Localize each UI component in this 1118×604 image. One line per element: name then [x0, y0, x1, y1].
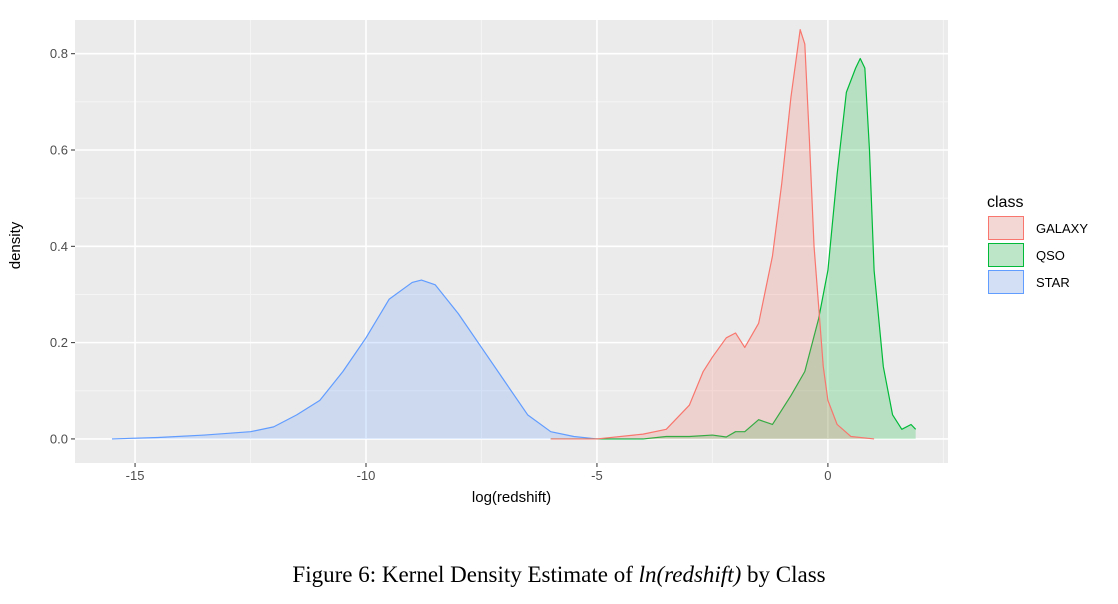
- density-chart: -15 -10 -5 0 0.00.20.40.60.8 log(redshift) …: [7, 20, 1088, 506]
- figure-caption: Figure 6: Kernel Density Estimate of ln(…: [0, 562, 1118, 588]
- legend-key-qso: [988, 243, 1024, 267]
- density-series: [111, 29, 917, 440]
- y-tick-label: 0.6: [50, 143, 68, 158]
- star-density-line: [111, 279, 644, 440]
- legend-key-galaxy: [988, 216, 1024, 240]
- caption-emphasis: ln(redshift): [638, 562, 742, 587]
- x-tick-label: -5: [591, 468, 603, 483]
- major-gridlines: [75, 20, 948, 463]
- x-tick-label: -15: [126, 468, 145, 483]
- legend-title: class: [987, 194, 1023, 211]
- legend-key-star: [988, 270, 1024, 294]
- legend-key-bg: [988, 243, 1024, 267]
- galaxy-density-line: [550, 29, 875, 440]
- y-tick-label: 0.8: [50, 46, 68, 61]
- legend-items: GALAXY QSO STAR: [988, 216, 1088, 294]
- y-axis-title: density: [7, 221, 24, 269]
- plot-panel: [75, 20, 948, 463]
- caption-prefix: Figure 6: Kernel Density Estimate of: [292, 562, 639, 587]
- legend: class GALAXY QSO STAR: [987, 194, 1088, 294]
- x-tick-label: 0: [824, 468, 831, 483]
- y-tick-label: 0.0: [50, 431, 68, 446]
- caption-suffix: by Class: [741, 562, 826, 587]
- legend-key-bg: [988, 216, 1024, 240]
- x-axis-title: log(redshift): [472, 489, 551, 506]
- y-axis: 0.0 0.2 0.4 0.6 0.8: [50, 46, 75, 446]
- minor-gridlines: [75, 20, 948, 463]
- y-tick-label: 0.2: [50, 335, 68, 350]
- legend-label-star: STAR: [1036, 275, 1070, 290]
- x-tick-label: -10: [357, 468, 376, 483]
- y-tick-label: 0.4: [50, 239, 68, 254]
- galaxy-density-area: [550, 29, 875, 439]
- qso-density-line: [550, 57, 917, 440]
- x-axis: -15 -10 -5 0: [126, 463, 832, 483]
- legend-label-galaxy: GALAXY: [1036, 221, 1088, 236]
- legend-key-bg: [988, 270, 1024, 294]
- star-density-area: [111, 280, 644, 439]
- qso-density-area: [550, 58, 916, 439]
- legend-label-qso: QSO: [1036, 248, 1065, 263]
